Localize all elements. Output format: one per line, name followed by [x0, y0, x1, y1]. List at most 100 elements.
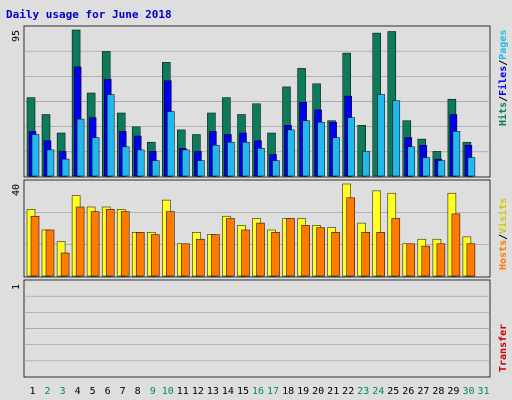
hosts-bar-day-17	[271, 232, 280, 277]
x-tick-day-21: 21	[327, 386, 339, 397]
pages-bar-day-29	[452, 131, 461, 177]
pages-bar-day-28	[437, 160, 446, 177]
pages-bar-day-21	[332, 137, 340, 177]
pages-bar-day-26	[407, 146, 416, 177]
legend-hits: Hits	[497, 102, 509, 126]
hosts-bar-day-5	[90, 211, 100, 277]
pages-bar-day-20	[317, 121, 325, 177]
pages-bar-day-23	[362, 151, 370, 177]
hosts-bar-day-24	[376, 232, 385, 277]
legend-files: Files	[497, 66, 509, 96]
x-tick-day-27: 27	[417, 386, 429, 397]
x-tick-day-12: 12	[192, 386, 204, 397]
pages-bar-day-19	[302, 120, 310, 177]
visits-y-max-label: 40	[11, 184, 22, 196]
hosts-bar-day-23	[361, 232, 370, 277]
legend-transfer: Transfer	[498, 324, 509, 372]
pages-bar-day-18	[287, 129, 295, 177]
hosts-bar-day-3	[60, 252, 70, 277]
transfer-y-max-label: 1	[11, 284, 22, 290]
hosts-bar-day-30	[466, 243, 476, 277]
x-tick-day-13: 13	[207, 386, 219, 397]
pages-bar-day-30	[467, 157, 476, 177]
x-tick-day-20: 20	[312, 386, 324, 397]
pages-bar-day-27	[422, 157, 431, 177]
x-tick-day-25: 25	[387, 386, 399, 397]
x-tick-day-8: 8	[135, 386, 141, 397]
x-tick-day-31: 31	[477, 386, 489, 397]
pages-bar-day-10	[167, 111, 175, 177]
hosts-bar-day-18	[286, 218, 295, 277]
pages-bar-day-14	[227, 141, 235, 177]
hosts-bar-day-16	[256, 222, 265, 277]
hosts-bar-day-13	[211, 234, 220, 277]
legend-sep-2: /	[498, 60, 509, 66]
x-tick-day-3: 3	[60, 386, 66, 397]
x-tick-day-15: 15	[237, 386, 249, 397]
transfer-panel: 1	[11, 279, 491, 378]
hosts-bar-day-25	[391, 218, 401, 277]
legend-hosts: Hosts	[498, 240, 509, 270]
pages-bar-day-8	[136, 149, 145, 177]
hosts-bar-day-9	[151, 234, 160, 277]
x-tick-day-2: 2	[44, 386, 50, 397]
pages-bar-day-6	[106, 94, 115, 177]
x-tick-day-4: 4	[75, 386, 81, 397]
x-tick-day-7: 7	[120, 386, 126, 397]
hosts-bar-day-20	[316, 227, 325, 277]
x-tick-day-26: 26	[402, 386, 414, 397]
pages-bar-day-17	[272, 160, 280, 177]
visits-panel-bars	[26, 183, 476, 277]
pages-bar-day-24	[377, 94, 385, 177]
x-tick-day-23: 23	[357, 386, 369, 397]
hosts-bar-day-14	[226, 218, 235, 277]
transfer-legend: Transfer	[498, 324, 509, 372]
transfer-panel-grid	[24, 295, 490, 362]
hosts-bar-day-7	[120, 211, 130, 277]
hosts-bar-day-28	[436, 243, 446, 277]
x-tick-day-28: 28	[432, 386, 444, 397]
chart-title: Daily usage for June 2018	[6, 8, 172, 21]
legend-visits: Visits	[497, 198, 509, 234]
x-tick-day-18: 18	[282, 386, 294, 397]
hosts-bar-day-22	[346, 197, 355, 277]
x-tick-day-11: 11	[177, 386, 189, 397]
x-tick-day-22: 22	[342, 386, 354, 397]
visits-panel: 40	[11, 179, 491, 278]
x-tick-day-29: 29	[447, 386, 459, 397]
pages-bar-day-9	[152, 160, 160, 177]
hosts-bar-day-15	[241, 229, 250, 277]
hits-files-pages-legend: Hits/Files/Pages	[497, 30, 509, 126]
hits-y-max-label: 95	[11, 30, 22, 42]
pages-bar-day-2	[46, 149, 55, 177]
pages-bar-day-12	[197, 160, 205, 177]
pages-bar-day-16	[257, 148, 265, 177]
pages-bar-day-13	[212, 145, 220, 177]
pages-bar-day-22	[347, 117, 355, 177]
hits-panel-bars	[26, 29, 476, 177]
x-tick-day-6: 6	[105, 386, 111, 397]
pages-bar-day-11	[182, 149, 190, 177]
hosts-bar-day-27	[421, 245, 431, 277]
x-tick-day-10: 10	[162, 386, 174, 397]
pages-bar-day-3	[61, 158, 70, 177]
pages-bar-day-1	[31, 134, 40, 177]
hosts-bar-day-11	[181, 243, 190, 277]
pages-bar-day-5	[91, 137, 100, 177]
hosts-bar-day-4	[75, 206, 85, 277]
hosts-bar-day-6	[105, 209, 115, 277]
x-tick-day-24: 24	[372, 386, 384, 397]
hosts-bar-day-12	[196, 238, 205, 277]
x-tick-day-30: 30	[462, 386, 474, 397]
hosts-visits-legend: Hosts/Visits	[497, 198, 509, 270]
hosts-bar-day-10	[166, 211, 175, 277]
hits-panel: 95	[11, 25, 491, 178]
pages-bar-day-7	[121, 146, 130, 177]
hosts-bar-day-19	[301, 225, 310, 277]
pages-bar-day-15	[242, 141, 250, 177]
pages-bar-day-25	[392, 100, 401, 177]
x-axis-day-labels: 1 2 3 4 5 6 7 8 9 10 11 12 13 14 15 16 17 18 19 20 21 22 23 24 2…	[29, 386, 489, 397]
x-tick-day-19: 19	[297, 386, 309, 397]
x-tick-day-14: 14	[222, 386, 234, 397]
